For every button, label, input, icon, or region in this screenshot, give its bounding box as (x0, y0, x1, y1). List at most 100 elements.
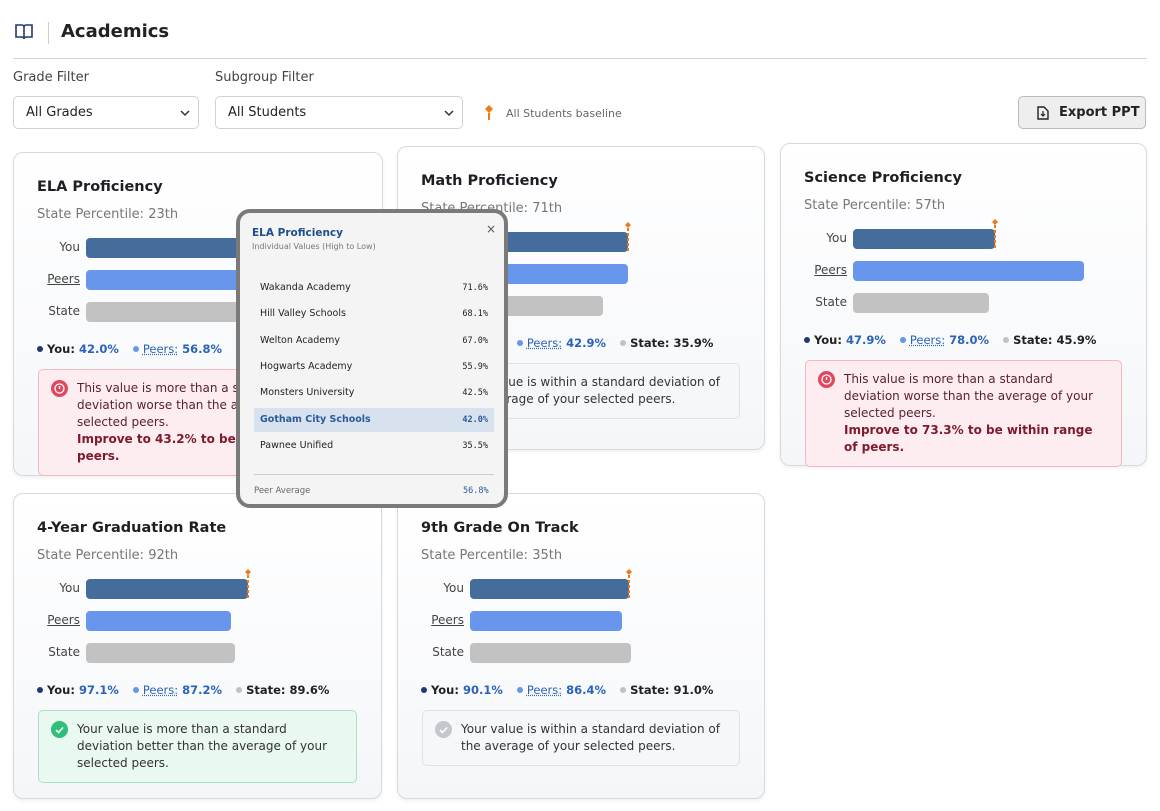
rule (13, 58, 1147, 59)
legend-value: 89.6% (289, 683, 330, 697)
button-label: Export PPT (1059, 105, 1140, 120)
baseline-icon (485, 105, 493, 120)
school-name: Hogwarts Academy (260, 360, 353, 372)
status-message: Your value is more than a standard devia… (38, 710, 357, 783)
legend-value: 91.0% (673, 683, 714, 697)
card-title: 9th Grade On Track (421, 520, 579, 536)
legend-dot (37, 687, 43, 693)
chevron (444, 110, 454, 117)
status-icon (51, 721, 68, 738)
peers-link[interactable]: Peers (47, 613, 80, 627)
legend-value: 42.0% (78, 342, 119, 356)
page-title: Academics (61, 21, 170, 42)
message-action: Improve to 73.3% to be within range of p… (844, 423, 1093, 454)
divider (48, 22, 49, 44)
legend-key: State: (630, 336, 670, 350)
status-icon (818, 371, 835, 388)
legend-dot (804, 337, 810, 343)
popover-subtitle: Individual Values (High to Low) (252, 242, 376, 251)
legend-dot (236, 687, 243, 693)
bar (853, 261, 1085, 281)
baseline-marker (624, 222, 632, 252)
card-subtitle: State Percentile: 23th (37, 207, 179, 222)
legend-dot (1003, 337, 1010, 343)
peers-link[interactable]: Peers (814, 263, 847, 277)
legend-item: You: 97.1% (37, 683, 119, 697)
bar (853, 293, 989, 313)
message-text: Your value is within a standard deviatio… (461, 375, 721, 406)
legend-value: 78.0% (949, 333, 990, 347)
bar-label: You (826, 231, 847, 245)
footer-rule (254, 474, 494, 475)
legend-key: Peers: (526, 683, 563, 697)
marker-shape (626, 569, 632, 599)
footer-label: Peer Average (254, 486, 311, 496)
file-icon (1037, 106, 1049, 120)
select-value: All Grades (26, 105, 93, 120)
legend-key: Peers: (526, 336, 563, 350)
status-message: This value is more than a standard devia… (805, 360, 1122, 467)
baseline-note: All Students baseline (506, 107, 622, 120)
alert-glyph (54, 383, 65, 394)
card-title: ELA Proficiency (37, 179, 163, 195)
bar (470, 579, 629, 599)
bar (86, 238, 254, 258)
peers-link[interactable]: Peers (47, 272, 80, 286)
legend: You: 90.1% Peers: 86.4% State: 91.0% (421, 683, 727, 697)
close-button[interactable]: × (486, 222, 497, 236)
message-text: Your value is within a standard deviatio… (461, 722, 721, 753)
bar-label: State (432, 645, 464, 659)
bar (470, 611, 623, 631)
legend-item: State: 45.9% (1003, 333, 1096, 347)
peers-link[interactable]: Peers (431, 613, 464, 627)
school-name: Monsters University (260, 387, 355, 399)
alert-glyph (821, 374, 832, 385)
marker-shape (991, 219, 998, 249)
legend-value: 97.1% (78, 683, 119, 697)
school-value: 55.9% (462, 361, 488, 372)
legend-dot (37, 346, 43, 352)
legend-item: You: 90.1% (421, 683, 503, 697)
subgroup-select[interactable]: All Students (215, 96, 463, 129)
bar-label: State (815, 295, 847, 309)
legend-item: You: 47.9% (804, 333, 886, 347)
card-title: 4-Year Graduation Rate (37, 520, 227, 536)
message-text: Your value is more than a standard devia… (77, 722, 328, 770)
legend-dot (620, 340, 627, 346)
school-value: 68.1% (462, 309, 488, 320)
legend-dot (421, 687, 427, 693)
legend-value: 45.9% (1056, 333, 1097, 347)
legend-item: State: 89.6% (236, 683, 329, 697)
message-text: This value is more than a standard devia… (844, 372, 1094, 420)
school-value: 35.5% (462, 440, 488, 451)
popover-row: Pawnee Unified 35.5% (254, 434, 494, 458)
status-icon (51, 380, 68, 397)
school-value: 71.6% (462, 283, 488, 293)
bar-label: State (48, 304, 80, 318)
legend-dot (620, 687, 627, 693)
legend-dot (132, 687, 139, 693)
card-title: Science Proficiency (804, 170, 962, 186)
legend-value: 42.9% (566, 336, 607, 350)
footer-value: 56.8% (463, 486, 489, 496)
export-button[interactable]: Export PPT (1018, 96, 1146, 129)
popover-row: Hogwarts Academy 55.9% (254, 355, 494, 379)
legend-key: State: (1013, 333, 1053, 347)
marker-shape (244, 569, 251, 599)
grade-select[interactable]: All Grades (13, 96, 199, 129)
bar-label: You (59, 581, 80, 595)
school-name: Wakanda Academy (260, 282, 351, 293)
school-name: Hill Valley Schools (260, 308, 346, 320)
bar (86, 611, 232, 631)
select-value: All Students (228, 105, 307, 120)
chevron (180, 110, 190, 117)
legend-item: State: 35.9% (620, 336, 713, 350)
legend-key: You: (47, 342, 75, 356)
status-message: Your value is within a standard deviatio… (422, 710, 740, 766)
school-name: Pawnee Unified (260, 439, 334, 451)
bar (470, 232, 628, 252)
school-value: 42.5% (462, 388, 488, 399)
status-icon (435, 721, 452, 738)
baseline-marker (625, 569, 633, 599)
